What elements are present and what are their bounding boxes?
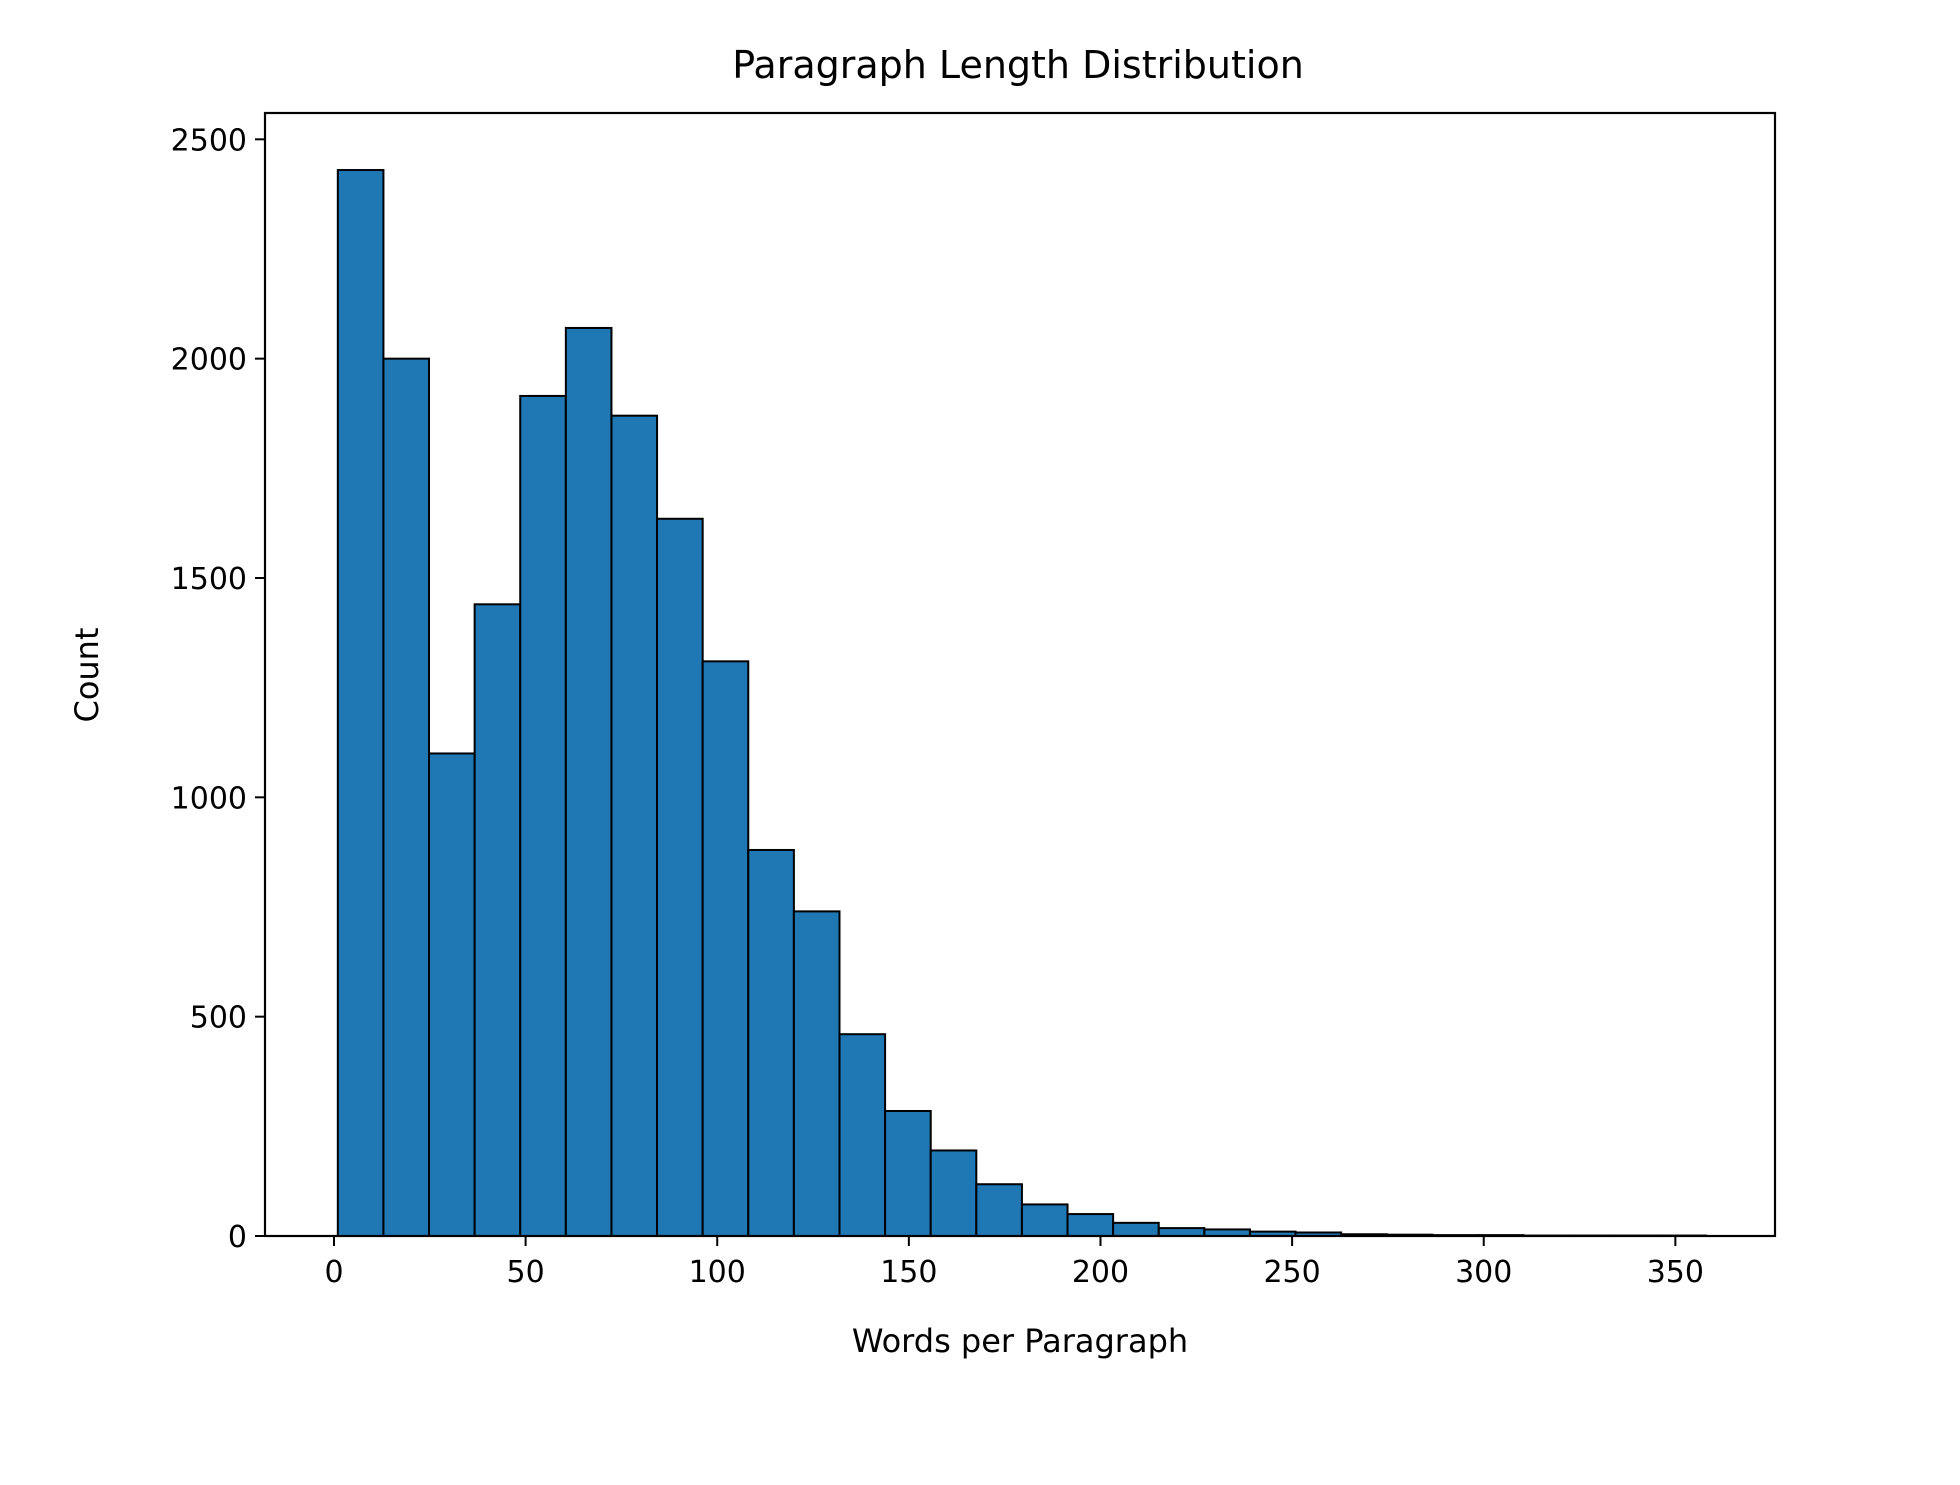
histogram-bar (885, 1111, 931, 1236)
x-tick-label: 350 (1647, 1255, 1704, 1290)
x-tick-label: 150 (880, 1255, 937, 1290)
x-tick-label: 100 (689, 1255, 746, 1290)
histogram-bar (429, 753, 475, 1236)
y-tick-label: 500 (190, 1001, 247, 1036)
histogram-bar (520, 396, 566, 1236)
histogram-bar (611, 416, 657, 1236)
y-tick-label: 0 (228, 1220, 247, 1255)
histogram-bar (1068, 1214, 1114, 1236)
y-tick-label: 1000 (171, 781, 247, 816)
y-tick-label: 2000 (171, 343, 247, 378)
histogram-bar (931, 1150, 977, 1236)
chart-title: Paragraph Length Distribution (732, 43, 1304, 87)
y-tick-label: 2500 (171, 123, 247, 158)
x-tick-label: 250 (1263, 1255, 1320, 1290)
histogram-bar (566, 328, 612, 1236)
x-tick-label: 0 (324, 1255, 343, 1290)
histogram-bar (1113, 1223, 1159, 1236)
histogram-bar (794, 911, 840, 1236)
histogram-bar (657, 519, 703, 1236)
x-tick-label: 200 (1072, 1255, 1129, 1290)
histogram-bar (748, 850, 794, 1236)
histogram-bar (338, 170, 384, 1236)
y-axis-label: Count (68, 627, 106, 722)
x-tick-label: 50 (507, 1255, 545, 1290)
histogram-bar (976, 1184, 1022, 1236)
histogram-bar (383, 359, 429, 1236)
histogram-bar (703, 661, 749, 1236)
x-tick-label: 300 (1455, 1255, 1512, 1290)
histogram-bar (475, 604, 521, 1236)
y-tick-label: 1500 (171, 562, 247, 597)
histogram-bar (1022, 1204, 1068, 1236)
histogram-bar (839, 1034, 885, 1236)
histogram-bar (1159, 1228, 1205, 1236)
x-axis-label: Words per Paragraph (852, 1322, 1188, 1360)
